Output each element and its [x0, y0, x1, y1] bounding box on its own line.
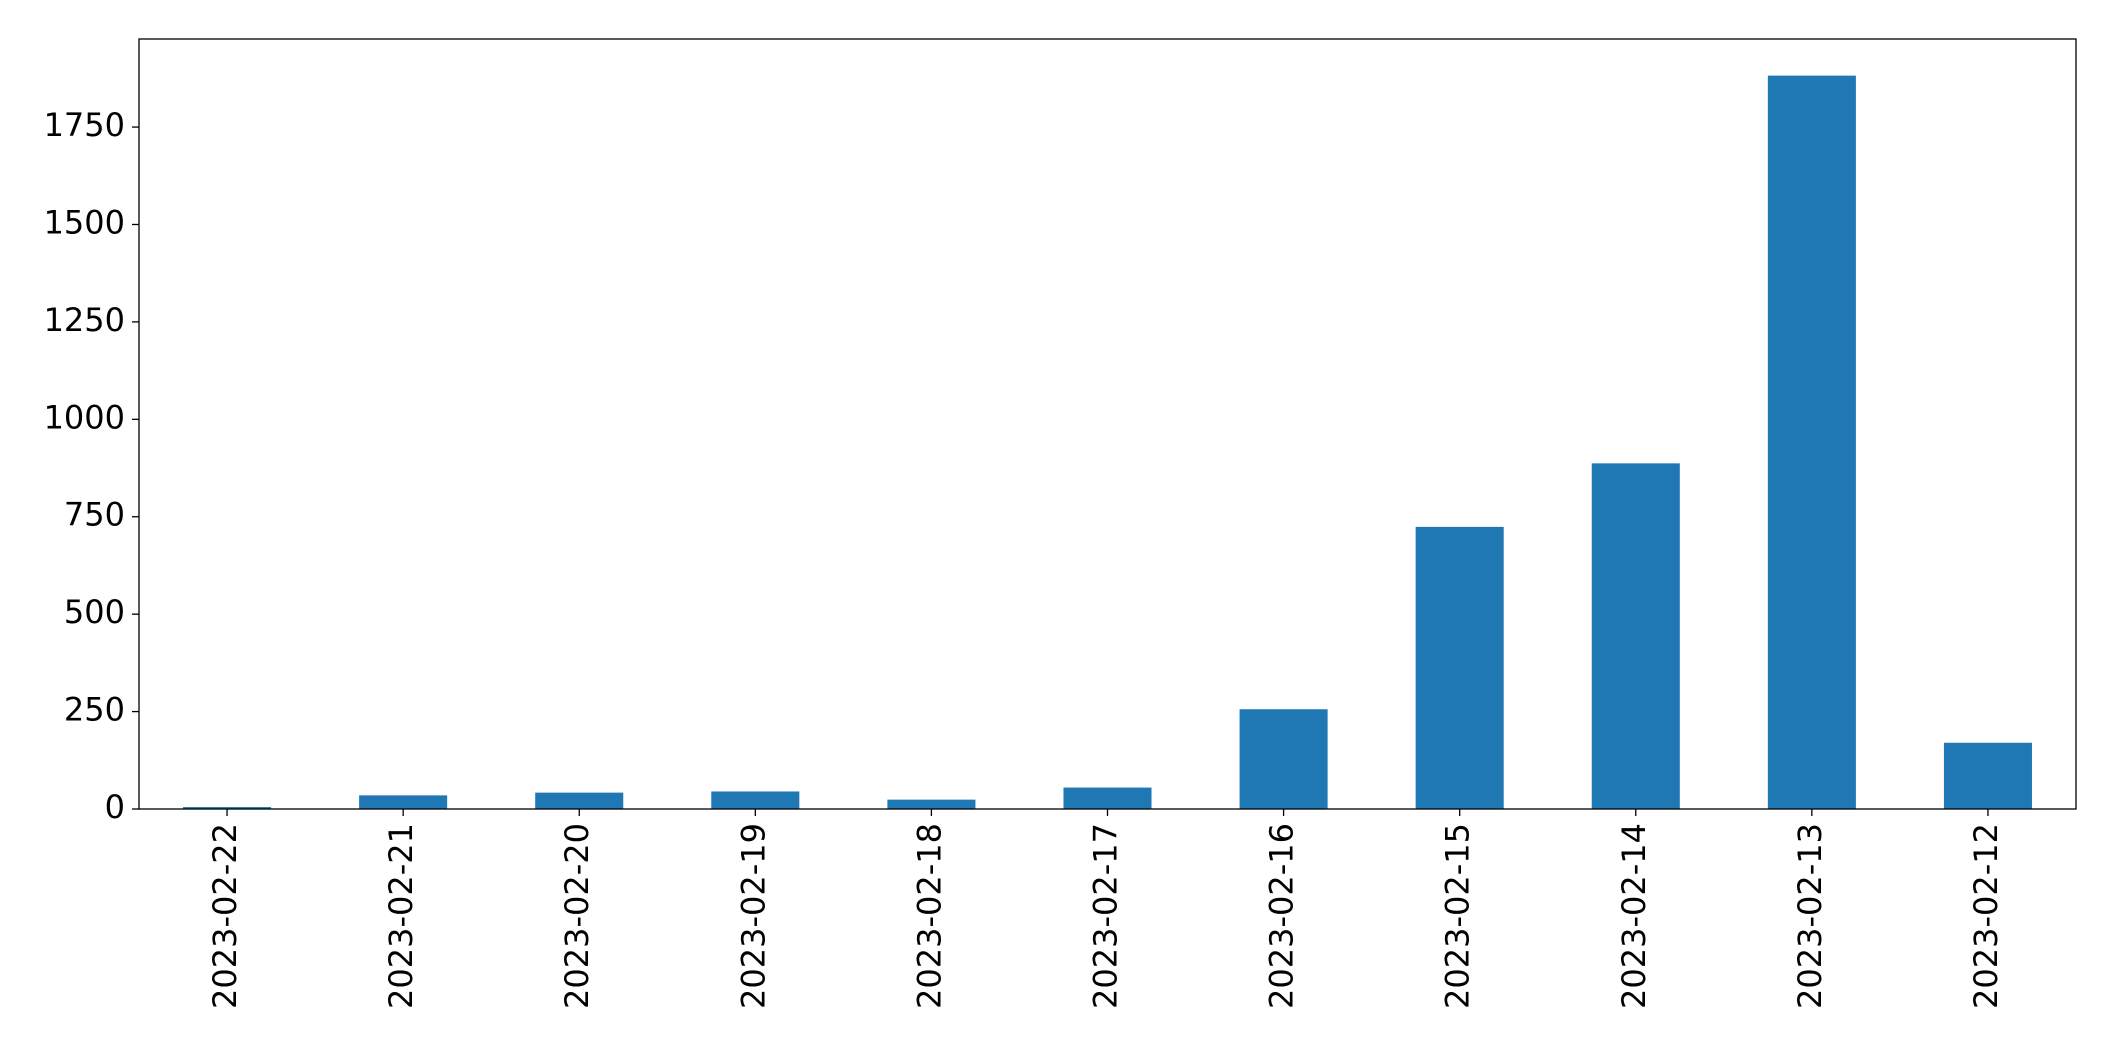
bar	[183, 807, 272, 809]
bar	[1943, 742, 2032, 809]
y-tick-label: 500	[64, 593, 125, 631]
x-tick-label: 2023-02-21	[382, 823, 420, 1009]
y-tick-label: 1250	[44, 301, 125, 339]
y-tick-label: 750	[64, 496, 125, 534]
x-tick-label: 2023-02-14	[1615, 823, 1653, 1009]
x-tick-label: 2023-02-18	[910, 823, 948, 1009]
y-tick-label: 0	[105, 788, 125, 826]
x-tick-label: 2023-02-13	[1791, 823, 1829, 1009]
y-tick-label: 1000	[44, 398, 125, 436]
bar	[887, 799, 976, 809]
x-tick-label: 2023-02-19	[734, 823, 772, 1009]
bar	[1591, 463, 1680, 809]
bar	[1239, 709, 1328, 809]
bar	[535, 792, 624, 809]
bar	[711, 791, 800, 809]
bar	[1063, 787, 1152, 809]
plot-frame	[138, 38, 2077, 810]
bar	[1767, 75, 1856, 809]
x-tick-label: 2023-02-15	[1439, 823, 1477, 1009]
x-tick-label: 2023-02-20	[558, 823, 596, 1009]
x-tick-label: 2023-02-12	[1967, 823, 2005, 1009]
x-tick-label: 2023-02-22	[206, 823, 244, 1009]
bar	[359, 795, 448, 809]
y-tick-label: 250	[64, 691, 125, 729]
x-tick-label: 2023-02-16	[1263, 823, 1301, 1009]
y-tick-label: 1750	[44, 106, 125, 144]
y-tick-label: 1500	[44, 203, 125, 241]
bar	[1415, 526, 1504, 809]
x-tick-label: 2023-02-17	[1087, 823, 1125, 1009]
